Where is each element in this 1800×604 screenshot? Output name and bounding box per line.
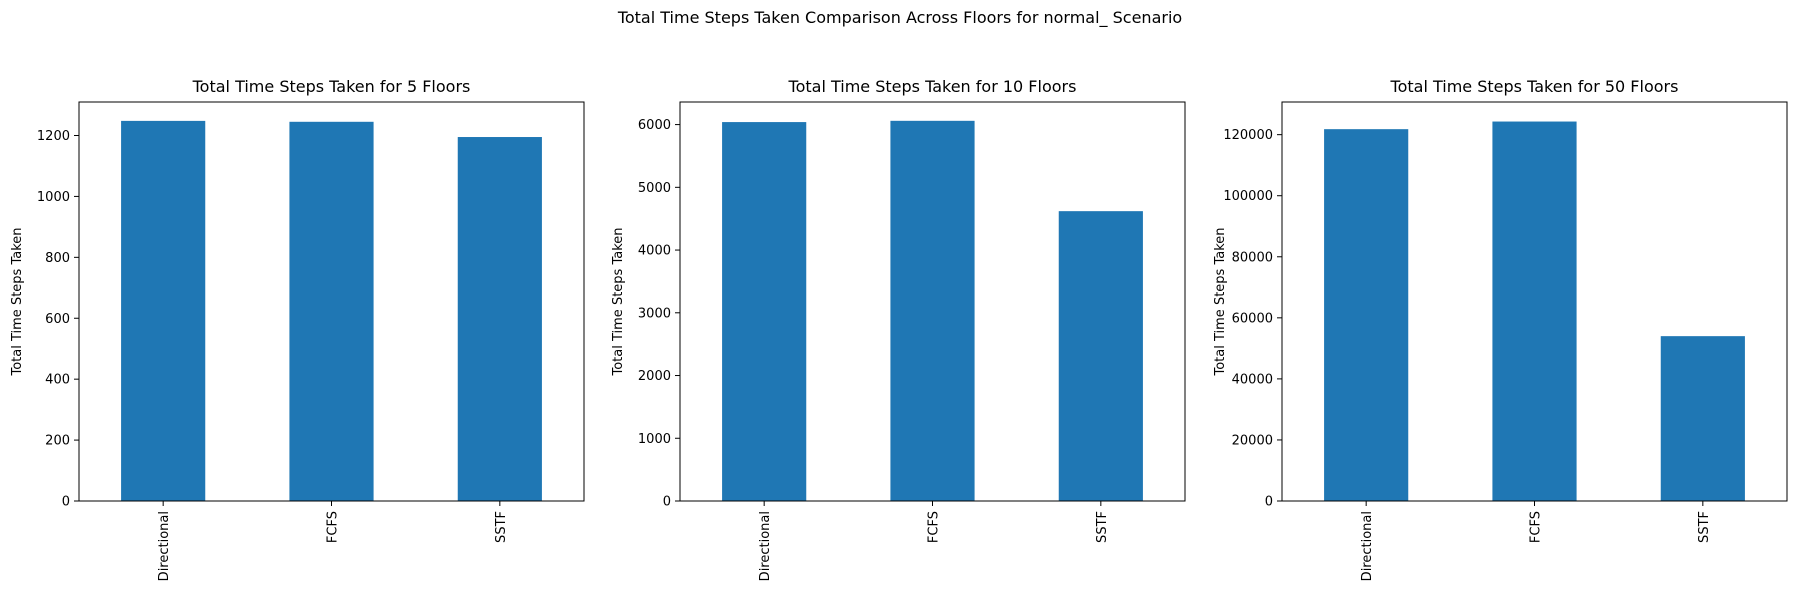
y-tick-label: 200: [45, 434, 70, 449]
y-tick-label: 20000: [1232, 433, 1273, 448]
y-tick-label: 5000: [638, 181, 671, 196]
bar-directional: [121, 120, 206, 501]
y-tick-label: 80000: [1232, 250, 1273, 265]
y-axis-label: Total Time Steps Taken: [1213, 227, 1228, 376]
chart-panel-1: Directional FCFS SSTF 0 200 400 600 800 1000 1200…: [10, 77, 585, 581]
x-tick-label: FCFS: [326, 511, 341, 543]
y-tick-label: 120000: [1223, 128, 1273, 143]
y-tick-label: 600: [45, 312, 70, 327]
bar-sstf: [1058, 211, 1143, 501]
y-tick-label: 1200: [37, 129, 70, 144]
y-tick-label: 4000: [638, 244, 671, 259]
y-tick-label: 0: [1265, 495, 1273, 510]
x-tick-label: SSTF: [1095, 511, 1110, 543]
y-tick-label: 1000: [638, 432, 671, 447]
y-tick-label: 800: [45, 251, 70, 266]
x-tick-label: Directional: [157, 511, 172, 581]
chart-title: Total Time Steps Taken for 50 Floors: [1390, 77, 1679, 96]
figure-suptitle: Total Time Steps Taken Comparison Across…: [617, 8, 1183, 27]
bar-sstf: [457, 137, 542, 501]
y-tick-label: 2000: [638, 369, 671, 384]
y-tick-label: 0: [62, 495, 70, 510]
x-tick-label: SSTF: [1697, 511, 1712, 543]
y-tick-label: 3000: [638, 306, 671, 321]
bar-sstf: [1660, 336, 1745, 501]
y-tick-label: 0: [663, 495, 671, 510]
y-tick-label: 400: [45, 373, 70, 388]
bar-directional: [1324, 129, 1409, 501]
chart-title: Total Time Steps Taken for 5 Floors: [192, 77, 471, 96]
y-axis-label: Total Time Steps Taken: [611, 227, 626, 376]
chart-panel-2: Directional FCFS SSTF 0 1000 2000 3000 4000 5000…: [611, 77, 1186, 581]
x-tick-label: Directional: [1360, 511, 1375, 581]
axes-frame: [78, 101, 585, 502]
y-tick-label: 100000: [1223, 189, 1273, 204]
x-tick-label: FCFS: [927, 511, 942, 543]
y-tick-label: 1000: [37, 190, 70, 205]
y-tick-label: 40000: [1232, 372, 1273, 387]
bar-fcfs: [289, 121, 374, 502]
chart-title: Total Time Steps Taken for 10 Floors: [788, 77, 1077, 96]
x-tick-label: Directional: [758, 511, 773, 581]
y-axis-label: Total Time Steps Taken: [10, 227, 25, 376]
axes-frame: [1281, 101, 1788, 502]
y-tick-label: 60000: [1232, 311, 1273, 326]
x-tick-label: FCFS: [1529, 511, 1544, 543]
bar-directional: [722, 122, 807, 501]
bar-fcfs: [1492, 121, 1577, 501]
axes-frame: [679, 101, 1186, 502]
bar-fcfs: [890, 120, 975, 502]
x-tick-label: SSTF: [494, 511, 509, 543]
y-tick-label: 6000: [638, 118, 671, 133]
chart-panel-3: Directional FCFS SSTF 0 20000 40000 60000 80000…: [1213, 77, 1788, 581]
